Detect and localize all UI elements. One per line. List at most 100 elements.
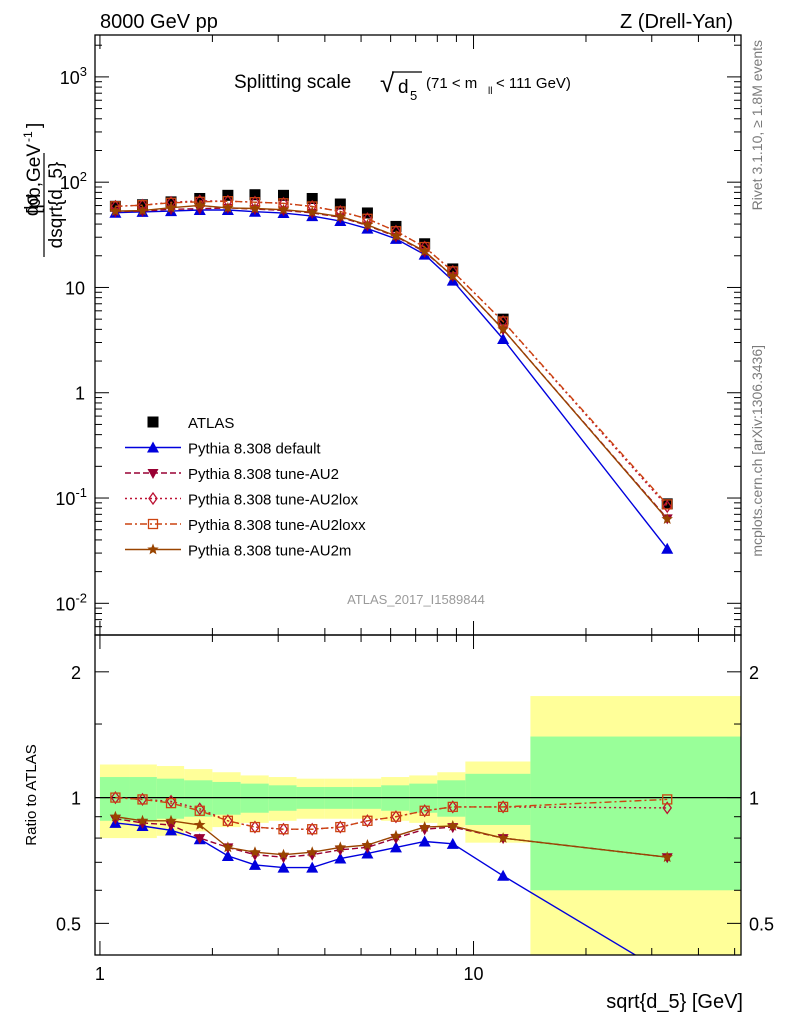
legend-label: ATLAS xyxy=(188,415,234,432)
series-5-ratio-point xyxy=(306,846,318,858)
y-label-denominator: dsqrt{d_5} xyxy=(46,162,67,249)
x-tick-label: 10 xyxy=(464,964,484,984)
ratio-tick-label-right: 2 xyxy=(749,663,759,683)
series-1-ratio-point xyxy=(248,858,261,870)
series-5-point xyxy=(277,203,290,215)
plot-title: Splitting scale √ d 5 (71 < m ll < 111 G… xyxy=(234,68,571,103)
series-0-point xyxy=(419,238,431,250)
series-4-ratio-point xyxy=(110,792,121,803)
y-label-unit-exponent: -1 xyxy=(21,131,35,142)
series-5-point xyxy=(390,230,402,241)
series-5-ratio-point xyxy=(109,810,122,822)
series-5-ratio-point xyxy=(194,819,206,830)
series-5-ratio-point xyxy=(249,846,261,858)
y-tick-label: 1 xyxy=(75,384,85,404)
series-1-ratio-point xyxy=(277,861,290,873)
series-3-ratio-point xyxy=(194,802,205,816)
series-3-ratio-point xyxy=(307,822,318,836)
series-4-ratio-point xyxy=(137,794,148,805)
series-4-ratio-point xyxy=(249,821,261,833)
ratio-tick-label-left: 1 xyxy=(71,789,81,809)
analysis-tag: ATLAS_2017_I1589844 xyxy=(347,592,485,607)
series-4-ratio-point xyxy=(497,801,509,813)
series-3-ratio-point xyxy=(335,820,346,834)
series-4-ratio-point xyxy=(165,797,177,809)
legend-marker xyxy=(147,441,159,453)
y-tick-label: 102 xyxy=(60,169,87,193)
axes-layer: 10-2 10-1 1 10 102 103 0.5 0.5 1 1 2 2 1 10 xyxy=(55,34,774,984)
series-1-ratio-point xyxy=(497,869,510,881)
series-3-ratio-point xyxy=(223,814,233,828)
series-4-ratio-point xyxy=(194,805,205,816)
header-left: 8000 GeV pp xyxy=(100,11,218,33)
series-3-ratio-point xyxy=(166,794,176,808)
series-2-line xyxy=(115,207,668,519)
series-3-ratio-point xyxy=(250,820,260,834)
series-5-point xyxy=(447,270,459,281)
series-5-ratio-point xyxy=(165,814,177,826)
legend-label: Pythia 8.308 default xyxy=(188,441,321,458)
series-5-point xyxy=(306,206,318,218)
legend: ATLAS Pythia 8.308 default Pythia 8.308 tu… xyxy=(125,415,366,560)
series-5-point xyxy=(661,513,673,524)
y-tick-label: 10-1 xyxy=(55,485,87,509)
series-0-point xyxy=(447,263,459,275)
title-variable: d xyxy=(398,77,409,98)
series-3-ratio-point xyxy=(137,792,148,807)
series-5-point xyxy=(136,204,149,216)
legend-label: Pythia 8.308 tune-AU2m xyxy=(188,543,351,560)
side-text-mcplots: mcplots.cern.ch [arXiv:1306.3436] xyxy=(749,345,765,557)
header-right: Z (Drell-Yan) xyxy=(620,11,733,33)
series-3-ratio-point xyxy=(278,822,289,836)
y-label-unit-close: ] xyxy=(24,123,45,128)
title-main: Splitting scale xyxy=(234,72,351,93)
series-4-ratio-point xyxy=(390,811,402,822)
series-5-ratio-point xyxy=(361,839,374,850)
series-4-ratio-point xyxy=(278,824,289,835)
series-1-ratio-point xyxy=(306,861,319,873)
y-tick-label: 10 xyxy=(65,278,85,298)
ratio-tick-label-left: 0.5 xyxy=(56,914,81,934)
series-5-point xyxy=(497,323,509,335)
series-3-ratio-point xyxy=(662,801,673,815)
series-0-point xyxy=(306,192,318,204)
series-3-line xyxy=(115,200,668,507)
series-1-ratio-point xyxy=(446,837,459,849)
legend-label: Pythia 8.308 tune-AU2loxx xyxy=(188,517,366,534)
series-5-ratio-point xyxy=(390,829,402,841)
y-axis-label: dσ dsqrt{d_5} xyxy=(22,153,67,257)
series-5-ratio-point xyxy=(497,832,509,843)
series-3-ratio-point xyxy=(362,814,373,828)
series-4-ratio-point xyxy=(307,824,318,835)
series-1-ratio-point xyxy=(334,852,347,864)
title-range-subscript: ll xyxy=(488,86,492,97)
data-band-inner xyxy=(212,781,241,815)
series-1-ratio-point xyxy=(221,849,234,861)
series-2-ratio-point xyxy=(249,850,261,861)
ratio-tick-label-right: 0.5 xyxy=(749,914,774,934)
series-5-ratio-point xyxy=(334,841,346,853)
legend-label: Pythia 8.308 tune-AU2 xyxy=(188,466,339,483)
y-tick-label: 10-2 xyxy=(55,590,87,614)
series-0-point xyxy=(249,189,261,201)
series-5-ratio-point xyxy=(136,814,149,826)
series-3-ratio-point xyxy=(498,800,508,814)
series-2-ratio-point xyxy=(194,834,206,845)
data-band-inner xyxy=(184,780,213,817)
series-5-ratio-point xyxy=(419,821,431,832)
series-3-ratio-point xyxy=(447,800,458,814)
series-3-ratio-point xyxy=(110,790,121,805)
series-0-point xyxy=(194,192,206,204)
y-tick-label: 103 xyxy=(60,64,87,88)
series-4-ratio-point xyxy=(447,801,458,813)
series-4-ratio-point xyxy=(419,805,430,816)
series-1-point xyxy=(661,542,674,554)
title-range-close: < 111 GeV) xyxy=(496,75,571,92)
legend-label: Pythia 8.308 tune-AU2lox xyxy=(188,492,359,509)
series-4-line xyxy=(115,200,668,505)
series-5-ratio-point xyxy=(447,820,459,831)
series-2-point xyxy=(194,204,206,215)
side-text-rivet: Rivet 3.1.10, ≥ 1.8M events xyxy=(749,40,765,210)
series-3-point xyxy=(662,499,673,514)
